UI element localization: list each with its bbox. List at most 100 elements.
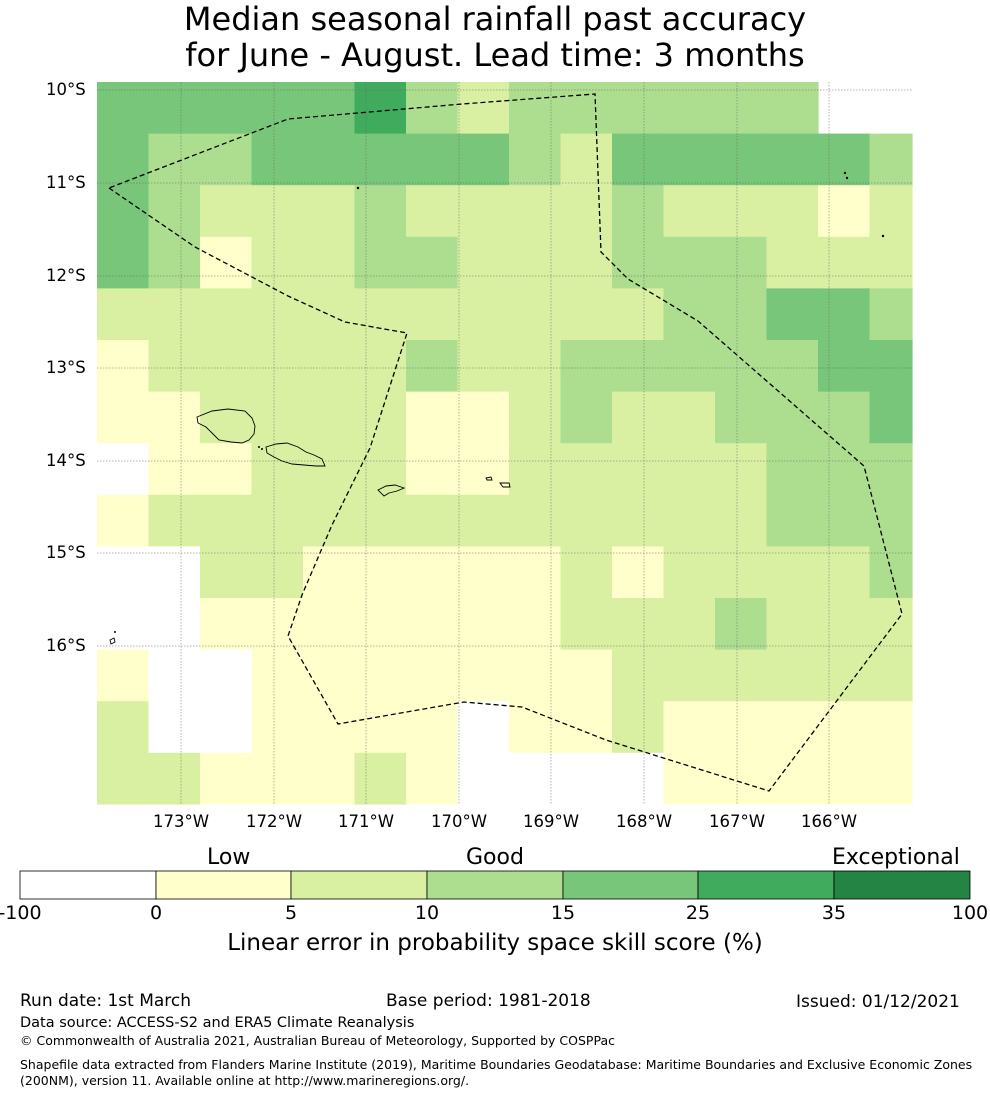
skill-cell [509, 185, 562, 238]
skill-cell [560, 701, 613, 754]
skill-cell [406, 598, 459, 651]
skill-cell [612, 546, 665, 599]
colorbar-tick: 10 [414, 902, 440, 924]
skill-cell [97, 546, 150, 599]
skill-cell [612, 288, 665, 341]
skill-cell [251, 598, 304, 651]
skill-cell [457, 185, 510, 238]
skill-cell [818, 494, 871, 547]
skill-cell [251, 236, 304, 289]
skill-cell [354, 391, 407, 444]
skill-cell [148, 443, 201, 496]
skill-cell [869, 340, 913, 393]
skill-cell [200, 443, 253, 496]
skill-cell [148, 236, 201, 289]
skill-cell [663, 340, 716, 393]
skill-cell [766, 185, 819, 238]
skill-cell [457, 82, 510, 135]
skill-cell [251, 752, 304, 805]
skill-cell [303, 133, 356, 186]
skill-cell [869, 391, 913, 444]
skill-cell [715, 185, 768, 238]
skill-cell [663, 185, 716, 238]
skill-cell [766, 494, 819, 547]
islets [114, 171, 885, 633]
skill-cell [509, 701, 562, 754]
islet [356, 186, 360, 190]
skill-cell [457, 288, 510, 341]
skill-cell [715, 236, 768, 289]
skill-cell [818, 236, 871, 289]
skill-cell [818, 649, 871, 702]
skill-cell [818, 701, 871, 754]
skill-cell [612, 701, 665, 754]
skill-cell [97, 443, 150, 496]
skill-cell [354, 701, 407, 754]
skill-cell [406, 752, 459, 805]
skill-cell [715, 391, 768, 444]
skill-cell [766, 649, 819, 702]
skill-cell [766, 288, 819, 341]
skill-cell [97, 133, 150, 186]
colorbar-tick: -100 [0, 902, 42, 924]
skill-cell [251, 649, 304, 702]
lon-label: 170°W [430, 812, 488, 831]
skill-cell [715, 598, 768, 651]
skill-cell [715, 649, 768, 702]
islet [258, 446, 260, 448]
skill-cell [869, 752, 913, 805]
skill-cell [354, 133, 407, 186]
skill-cell [560, 494, 613, 547]
skill-cell [148, 340, 201, 393]
skill-cell [560, 649, 613, 702]
skill-cell [303, 752, 356, 805]
skill-cell [818, 391, 871, 444]
skill-cell [509, 546, 562, 599]
skill-cell [200, 752, 253, 805]
skill-cell [354, 546, 407, 599]
skill-cell [612, 598, 665, 651]
colorbar-tick: 15 [550, 902, 576, 924]
islet [881, 234, 885, 238]
skill-cell [560, 391, 613, 444]
skill-cell [97, 752, 150, 805]
colorbar-tick: 100 [951, 902, 989, 924]
skill-cell [97, 340, 150, 393]
skill-cell [766, 82, 819, 135]
category-exceptional: Exceptional [832, 845, 960, 870]
skill-cell [560, 288, 613, 341]
skill-cell [200, 598, 253, 651]
upolu-island [265, 442, 326, 467]
skill-cell [766, 236, 819, 289]
skill-cell [509, 133, 562, 186]
skill-cell [612, 391, 665, 444]
skill-cell [457, 133, 510, 186]
skill-cell [251, 185, 304, 238]
skill-cell [663, 494, 716, 547]
tutuila-island [377, 484, 406, 497]
skill-cell [663, 701, 716, 754]
skill-cell [354, 82, 407, 135]
skill-cell [818, 443, 871, 496]
skill-cell [148, 701, 201, 754]
skill-cell [200, 340, 253, 393]
islet [261, 448, 263, 450]
skill-cell [406, 82, 459, 135]
lon-label: 168°W [615, 812, 673, 831]
skill-cell [406, 391, 459, 444]
issued-date: Issued: 01/12/2021 [796, 992, 960, 1012]
skill-cell [148, 546, 201, 599]
skill-cell [766, 133, 819, 186]
skill-cell [715, 340, 768, 393]
skill-cell [97, 391, 150, 444]
skill-cell [251, 82, 304, 135]
skill-cell [303, 649, 356, 702]
skill-cell [457, 443, 510, 496]
skill-cell [354, 443, 407, 496]
skill-cell [766, 598, 819, 651]
skill-cell [869, 236, 913, 289]
map-title-line-2: for June - August. Lead time: 3 months [185, 36, 805, 74]
skill-cell [509, 443, 562, 496]
skill-cell [303, 288, 356, 341]
skill-cell [663, 82, 716, 135]
